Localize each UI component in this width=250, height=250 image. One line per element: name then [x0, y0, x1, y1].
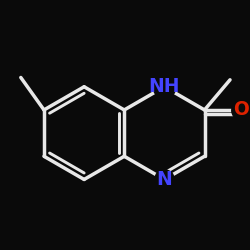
Text: N: N — [156, 170, 172, 189]
Text: NH: NH — [149, 77, 180, 96]
Text: O: O — [233, 100, 249, 119]
